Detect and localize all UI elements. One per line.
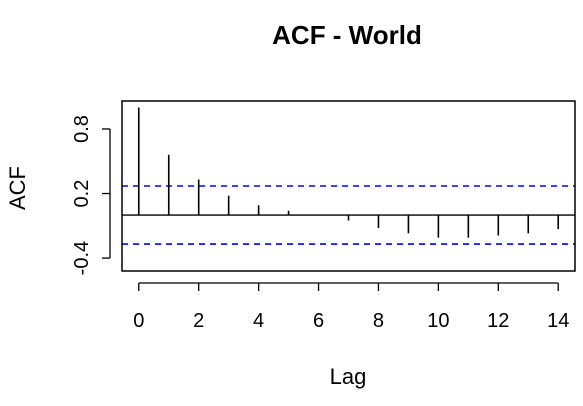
x-tick-label: 12 bbox=[487, 310, 509, 332]
x-axis-label: Lag bbox=[330, 364, 367, 389]
x-tick-label: 4 bbox=[253, 310, 264, 332]
plot-frame bbox=[121, 100, 576, 272]
x-tick-label: 8 bbox=[373, 310, 384, 332]
y-tick-label: 0.8 bbox=[71, 115, 93, 143]
plot-area: 0 2 4 6 8 10 12 14 -0.4 0.2 0.8 bbox=[71, 100, 576, 332]
x-tick-label: 10 bbox=[427, 310, 449, 332]
x-tick-label: 14 bbox=[547, 310, 569, 332]
y-tick-label: -0.4 bbox=[71, 241, 93, 275]
y-axis-label: ACF bbox=[5, 166, 30, 210]
x-tick-label: 2 bbox=[193, 310, 204, 332]
y-tick-label: 0.2 bbox=[71, 180, 93, 208]
chart-title: ACF - World bbox=[272, 20, 422, 50]
x-tick-label: 0 bbox=[133, 310, 144, 332]
x-tick-label: 6 bbox=[313, 310, 324, 332]
